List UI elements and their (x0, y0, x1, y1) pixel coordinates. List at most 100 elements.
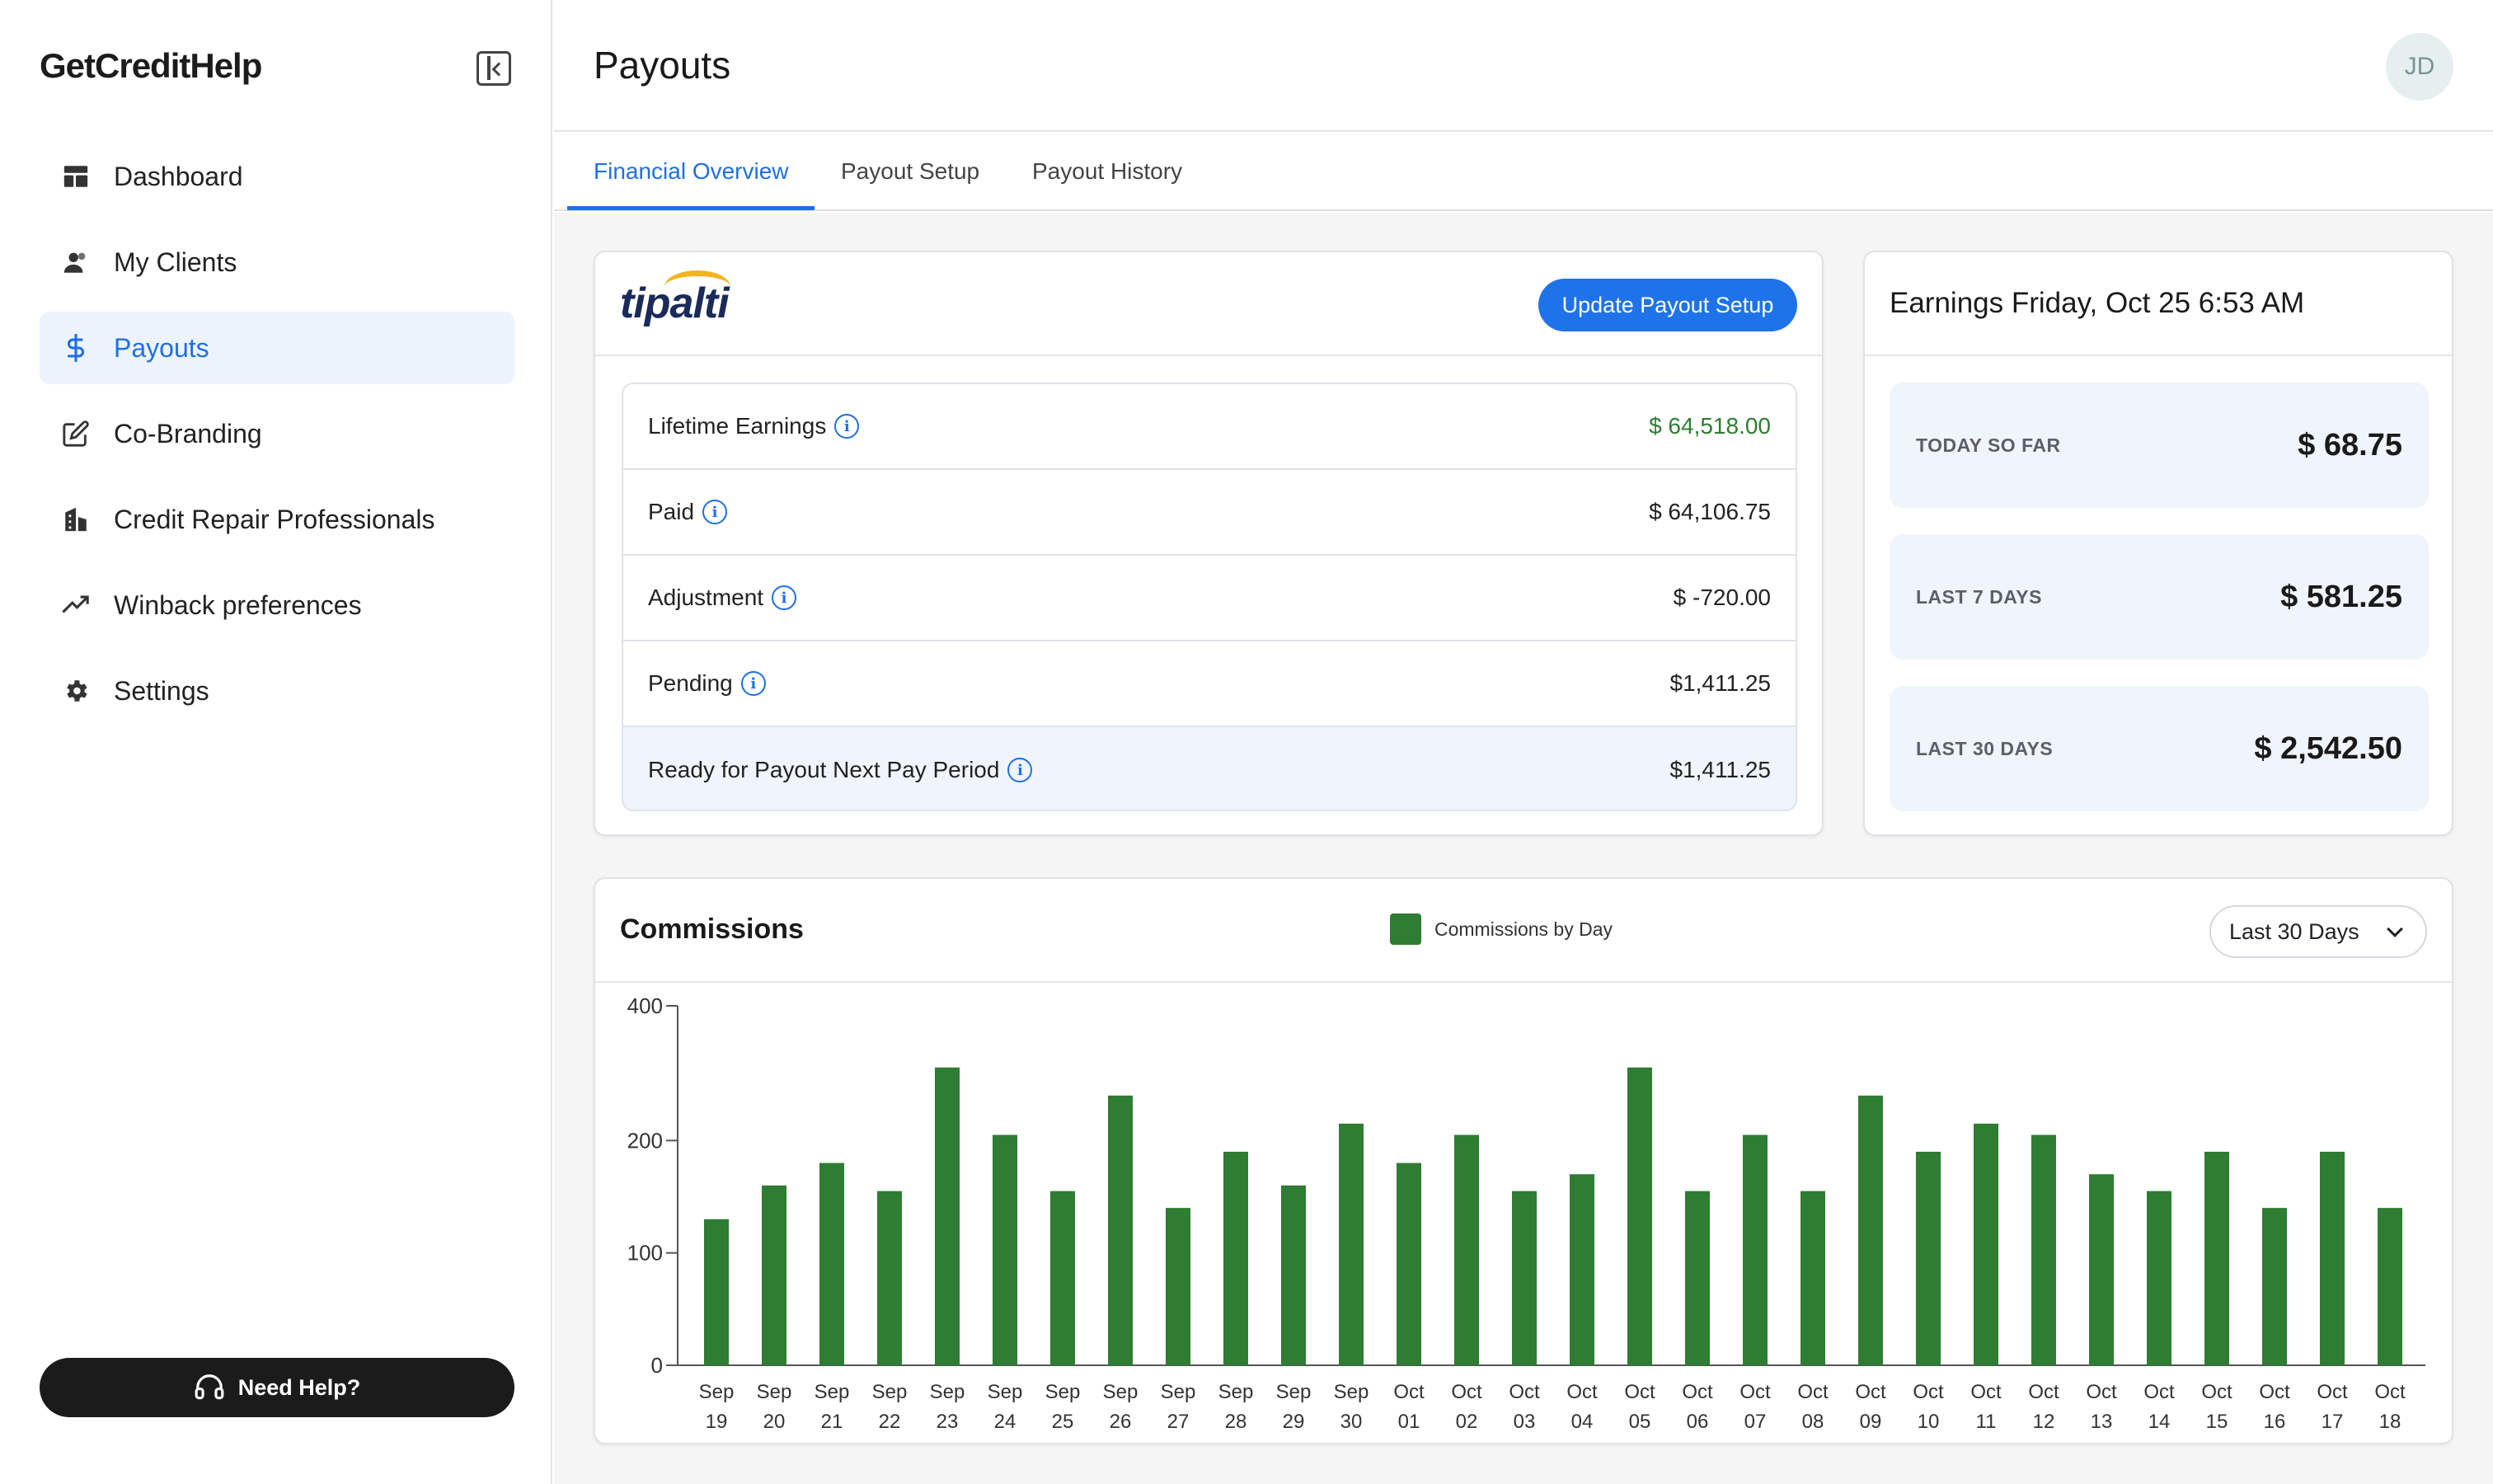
chart-bar (1281, 1185, 1306, 1365)
x-tick-label-month: Oct (2086, 1381, 2117, 1403)
page-title: Payouts (594, 44, 731, 87)
x-tick-label-month: Sep (1045, 1381, 1081, 1403)
need-help-label: Need Help? (237, 1374, 361, 1400)
lifetime-earnings-label: Lifetime Earnings (648, 413, 827, 439)
sidebar-item-payouts[interactable]: Payouts (40, 312, 514, 384)
x-tick-label-day: 30 (1340, 1411, 1363, 1433)
info-icon[interactable]: i (702, 500, 728, 524)
dollar-icon (61, 333, 91, 363)
x-tick-label-day: 22 (879, 1411, 901, 1433)
info-icon[interactable]: i (834, 414, 860, 439)
x-tick-label-day: 19 (706, 1411, 728, 1433)
chart-bar (1800, 1190, 1825, 1365)
x-tick-label-month: Sep (1161, 1381, 1196, 1403)
x-tick-label-month: Oct (2317, 1381, 2348, 1403)
chart-bar (819, 1162, 844, 1365)
commissions-chart: 0 100 200 400 Sep 19 Sep 20 Sep 21 Sep 22 Sep 23 Sep 24… (627, 993, 2425, 1433)
sidebar-item-label: Credit Repair Professionals (114, 504, 435, 534)
x-tick-label-month: Oct (1509, 1381, 1540, 1403)
x-tick-label-day: 13 (2091, 1411, 2113, 1433)
x-tick-label-day: 24 (994, 1411, 1016, 1433)
payout-summary-card: tipalti Update Payout Setup Lifetime Ear… (594, 251, 1824, 836)
chart-bar (1108, 1095, 1133, 1365)
pending-value: $1,411.25 (1669, 670, 1772, 696)
last-7-days-stat: LAST 7 DAYS $ 581.25 (1890, 534, 2429, 660)
update-payout-setup-button[interactable]: Update Payout Setup (1538, 279, 1797, 331)
x-tick-label-month: Sep (699, 1381, 735, 1403)
chart-bar (1685, 1190, 1710, 1365)
legend-swatch (1390, 913, 1421, 945)
sidebar-item-label: Payouts (114, 332, 209, 363)
adjustment-value: $ -720.00 (1673, 585, 1771, 610)
paid-label: Paid (648, 499, 695, 524)
chart-bar (2204, 1152, 2229, 1365)
chart-bar (1339, 1123, 1364, 1365)
chart-bar (704, 1219, 729, 1365)
sidebar-item-label: Co-Branding (114, 418, 262, 448)
divider (595, 355, 1822, 356)
y-tick-label: 0 (651, 1353, 663, 1378)
chart-bar (1570, 1174, 1594, 1365)
avatar[interactable]: JD (2386, 33, 2453, 101)
pending-label-group: Pending i (648, 670, 766, 697)
sidebar-item-my-clients[interactable]: My Clients (40, 226, 514, 298)
chart-bar (2089, 1174, 2114, 1365)
stat-value: $ 581.25 (2280, 579, 2402, 614)
date-range-value: Last 30 Days (2229, 918, 2359, 944)
x-tick-label-day: 23 (937, 1411, 959, 1433)
stat-label: LAST 30 DAYS (1916, 737, 2054, 759)
last-30-days-stat: LAST 30 DAYS $ 2,542.50 (1890, 686, 2429, 811)
x-tick-label-day: 01 (1398, 1411, 1420, 1433)
sidebar-item-winback-preferences[interactable]: Winback preferences (40, 569, 514, 641)
x-tick-label-month: Oct (2028, 1381, 2059, 1403)
x-tick-label-month: Oct (1970, 1381, 2002, 1403)
x-tick-label-month: Sep (815, 1381, 850, 1403)
x-tick-label-day: 05 (1629, 1411, 1651, 1433)
x-tick-label-day: 10 (1918, 1411, 1940, 1433)
sidebar-item-settings[interactable]: Settings (40, 655, 514, 727)
tab-financial-overview[interactable]: Financial Overview (594, 158, 789, 184)
x-tick-label-month: Sep (872, 1381, 908, 1403)
x-tick-label-day: 27 (1167, 1411, 1190, 1433)
x-tick-label-month: Oct (1797, 1381, 1829, 1403)
chevron-down-icon (2387, 921, 2403, 937)
chart-bar (2147, 1190, 2171, 1365)
info-icon[interactable]: i (740, 671, 766, 696)
sidebar-item-dashboard[interactable]: Dashboard (40, 140, 514, 213)
today-so-far-stat: TODAY SO FAR $ 68.75 (1890, 383, 2429, 508)
tab-payout-setup[interactable]: Payout Setup (841, 158, 980, 184)
y-tick-label: 400 (627, 993, 663, 1018)
need-help-button[interactable]: Need Help? (40, 1358, 514, 1417)
sidebar-item-label: Settings (114, 675, 209, 706)
chart-bar (1166, 1208, 1190, 1365)
commissions-title: Commissions (620, 913, 804, 945)
x-tick-label-day: 07 (1744, 1411, 1767, 1433)
sidebar-item-co-branding[interactable]: Co-Branding (40, 397, 514, 470)
legend-label: Commissions by Day (1434, 918, 1613, 940)
collapse-sidebar-icon[interactable] (477, 51, 511, 86)
info-icon[interactable]: i (1007, 758, 1033, 782)
info-icon[interactable]: i (772, 585, 797, 610)
ready-for-payout-label-group: Ready for Payout Next Pay Period i (648, 757, 1033, 783)
sidebar-item-label: Dashboard (114, 161, 243, 191)
chart-bar (877, 1190, 902, 1365)
x-tick-label-day: 17 (2322, 1411, 2344, 1433)
paid-row: Paid i $ 64,106.75 (623, 470, 1796, 556)
x-tick-label-day: 02 (1456, 1411, 1478, 1433)
x-tick-label-day: 18 (2379, 1411, 2401, 1433)
x-tick-label-month: Oct (1855, 1381, 1886, 1403)
app-logo[interactable]: GetCreditHelp (40, 46, 262, 85)
building-icon (61, 505, 91, 534)
tab-payout-history[interactable]: Payout History (1032, 158, 1183, 184)
sidebar-item-credit-repair-professionals[interactable]: Credit Repair Professionals (40, 483, 514, 556)
headset-icon (194, 1372, 225, 1403)
x-tick-label-month: Oct (2259, 1381, 2290, 1403)
lifetime-earnings-value: $ 64,518.00 (1649, 413, 1771, 439)
x-tick-label-day: 25 (1052, 1411, 1074, 1433)
x-tick-label-month: Sep (1218, 1381, 1254, 1403)
x-tick-label-day: 03 (1514, 1411, 1536, 1433)
chart-bar (1050, 1190, 1075, 1365)
chart-bar (993, 1134, 1017, 1365)
stat-value: $ 2,542.50 (2254, 730, 2402, 766)
date-range-select[interactable]: Last 30 Days (2209, 905, 2427, 958)
